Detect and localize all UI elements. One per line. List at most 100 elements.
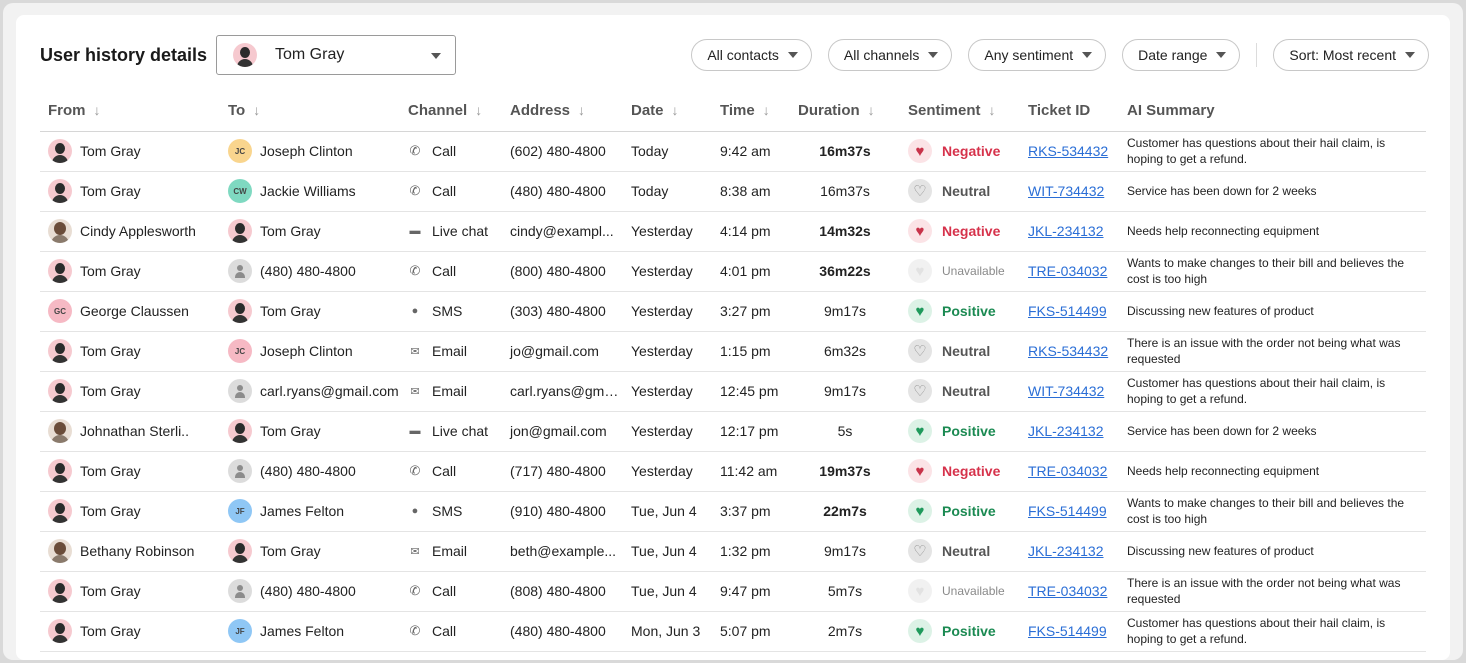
- sentiment-label: Positive: [942, 623, 996, 639]
- ticket-link[interactable]: FKS-514499: [1028, 303, 1107, 319]
- user-select[interactable]: Tom Gray: [216, 35, 456, 75]
- to-cell: (480) 480-4800: [220, 451, 400, 492]
- filter-date-range[interactable]: Date range: [1122, 39, 1241, 71]
- channel-label: Call: [432, 183, 457, 199]
- table-row[interactable]: Tom Gray (480) 480-4800 ✆ Call (808) 480-480…: [40, 571, 1426, 612]
- ticket-link[interactable]: WIT-734432: [1028, 383, 1105, 399]
- ticket-cell: RKS-534432: [1020, 331, 1119, 372]
- ticket-cell: JKL-234132: [1020, 211, 1119, 252]
- sort-arrow-icon[interactable]: ↓: [253, 102, 261, 119]
- table-row[interactable]: Tom Gray JC Joseph Clinton ✆ Call (602) 480-4…: [40, 131, 1426, 172]
- table-row[interactable]: Bethany Robinson Tom Gray ✉ Email beth@examp…: [40, 531, 1426, 572]
- ticket-cell: JKL-234132: [1020, 531, 1119, 572]
- date-cell: Yesterday: [623, 331, 712, 372]
- sms-icon: ●: [411, 305, 419, 317]
- channel-label: Live chat: [432, 423, 489, 439]
- column-header[interactable]: Duration ↓: [790, 91, 900, 132]
- column-header[interactable]: To ↓: [220, 91, 400, 132]
- from-cell-name: Tom Gray: [80, 503, 141, 519]
- sort-arrow-icon[interactable]: ↓: [988, 102, 996, 119]
- avatar: [48, 419, 72, 443]
- sort-arrow-icon[interactable]: ↓: [93, 102, 101, 119]
- column-header[interactable]: Address ↓: [502, 91, 623, 132]
- time-cell: 3:37 pm: [712, 491, 790, 532]
- ticket-link[interactable]: RKS-534432: [1028, 343, 1109, 359]
- channel-label: SMS: [432, 503, 463, 519]
- heart-icon: ♥: [908, 259, 932, 283]
- column-header-label: Sentiment: [908, 102, 981, 120]
- filter-sentiment[interactable]: Any sentiment: [968, 39, 1107, 71]
- sentiment-label: Unavailable: [942, 264, 1005, 278]
- table-header-row: From ↓ To ↓ Channel ↓ Address ↓ Date ↓ Time ↓ Durati…: [40, 91, 1426, 132]
- from-cell-name: Tom Gray: [80, 383, 141, 399]
- sort-arrow-icon[interactable]: ↓: [671, 102, 679, 119]
- filter-channels[interactable]: All channels: [827, 39, 953, 71]
- avatar: [48, 219, 72, 243]
- table-row[interactable]: Tom Gray CW Jackie Williams ✆ Call (480) 480-…: [40, 171, 1426, 212]
- to-cell: Tom Gray: [220, 211, 400, 252]
- table-row[interactable]: Tom Gray JF James Felton ✆ Call (480) 480-480…: [40, 611, 1426, 652]
- heart-icon: ♥: [908, 139, 932, 163]
- table-row[interactable]: Tom Gray carl.ryans@gmail.com ✉ Email carl.r…: [40, 371, 1426, 412]
- window-frame: User history details Tom Gray All contac…: [3, 3, 1463, 660]
- time-cell: 4:14 pm: [712, 211, 790, 252]
- heart-icon: ♡: [908, 339, 932, 363]
- table-row[interactable]: Tom Gray (480) 480-4800 ✆ Call (800) 480-480…: [40, 251, 1426, 292]
- address-cell: (480) 480-4800: [502, 171, 623, 212]
- sentiment-label: Unavailable: [942, 584, 1005, 598]
- sort-arrow-icon[interactable]: ↓: [762, 102, 770, 119]
- column-header[interactable]: Sentiment ↓: [900, 91, 1020, 132]
- ticket-link[interactable]: TRE-034032: [1028, 583, 1108, 599]
- column-header[interactable]: Date ↓: [623, 91, 712, 132]
- sort-arrow-icon[interactable]: ↓: [867, 102, 875, 119]
- table-row[interactable]: Johnathan Sterli.. Tom Gray ▬ Live chat jon@…: [40, 411, 1426, 452]
- column-header[interactable]: Time ↓: [712, 91, 790, 132]
- table-row[interactable]: Tom Gray (480) 480-4800 ✆ Call (717) 480-480…: [40, 451, 1426, 492]
- address-cell: beth@example...: [502, 531, 623, 572]
- table-row[interactable]: Tom Gray JF James Felton ● SMS (910) 480-4800…: [40, 491, 1426, 532]
- sentiment-cell: ♥ Negative: [900, 131, 1020, 172]
- column-header-label: To: [228, 102, 246, 120]
- ticket-link[interactable]: TRE-034032: [1028, 263, 1108, 279]
- sort-select[interactable]: Sort: Most recent: [1273, 39, 1429, 71]
- table-row[interactable]: GC George Claussen Tom Gray ● SMS (303) 480-4…: [40, 291, 1426, 332]
- date-cell: Today: [623, 131, 712, 172]
- summary-cell: Discussing new features of product: [1119, 291, 1426, 332]
- sentiment-label: Negative: [942, 223, 1001, 239]
- ticket-link[interactable]: RKS-534432: [1028, 143, 1109, 159]
- filter-contacts[interactable]: All contacts: [691, 39, 812, 71]
- ticket-link[interactable]: FKS-514499: [1028, 503, 1107, 519]
- chevron-down-icon: [928, 52, 939, 58]
- ticket-link[interactable]: JKL-234132: [1028, 543, 1104, 559]
- sort-arrow-icon[interactable]: ↓: [475, 102, 483, 119]
- ticket-link[interactable]: TRE-034032: [1028, 463, 1108, 479]
- ticket-link[interactable]: JKL-234132: [1028, 223, 1104, 239]
- ticket-link[interactable]: FKS-514499: [1028, 623, 1107, 639]
- phone-icon: ✆: [409, 263, 421, 278]
- time-cell: 11:42 am: [712, 451, 790, 492]
- to-cell-name: Tom Gray: [260, 223, 321, 239]
- date-cell: Yesterday: [623, 211, 712, 252]
- channel-label: Call: [432, 583, 457, 599]
- ticket-link[interactable]: WIT-734432: [1028, 183, 1105, 199]
- to-cell: JC Joseph Clinton: [220, 331, 400, 372]
- to-cell: JF James Felton: [220, 611, 400, 652]
- duration-cell: 36m22s: [790, 251, 900, 292]
- address-cell: (602) 480-4800: [502, 131, 623, 172]
- channel-label: SMS: [432, 303, 463, 319]
- table-row[interactable]: Tom Gray JC Joseph Clinton ✉ Email jo@gmail.c…: [40, 331, 1426, 372]
- to-cell-name: Jackie Williams: [260, 183, 356, 199]
- duration-cell: 16m37s: [790, 171, 900, 212]
- ticket-link[interactable]: JKL-234132: [1028, 423, 1104, 439]
- table-row[interactable]: Cindy Applesworth Tom Gray ▬ Live chat cindy…: [40, 211, 1426, 252]
- sort-arrow-icon[interactable]: ↓: [578, 102, 586, 119]
- avatar: [48, 579, 72, 603]
- address-cell: jo@gmail.com: [502, 331, 623, 372]
- from-cell: Bethany Robinson: [40, 531, 220, 572]
- column-header[interactable]: Channel ↓: [400, 91, 502, 132]
- from-cell-name: Tom Gray: [80, 623, 141, 639]
- column-header[interactable]: From ↓: [40, 91, 220, 132]
- phone-icon: ✆: [409, 583, 421, 598]
- avatar: [228, 219, 252, 243]
- sentiment-cell: ♥ Unavailable: [900, 251, 1020, 292]
